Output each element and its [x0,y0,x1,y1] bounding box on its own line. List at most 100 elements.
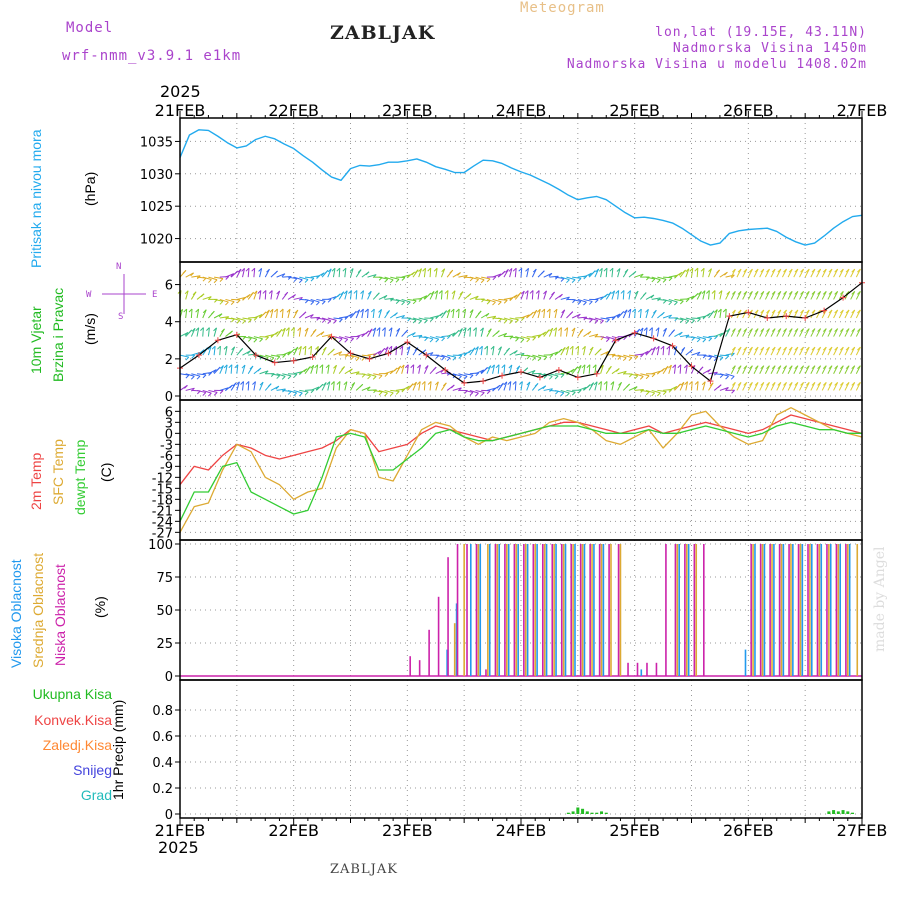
footer-station: ZABLJAK [330,862,398,877]
y-tick-label: 75 [156,571,173,586]
wind-barb [315,364,319,374]
wind-barb [725,352,735,356]
wind-barb [490,345,495,350]
wind-barb [473,327,477,331]
wind-barb [418,364,421,374]
wind-barb [579,328,584,333]
wind-barb [184,290,189,295]
wind-barb [418,268,423,278]
wind-barb [737,291,742,295]
wind-barb [447,335,451,340]
wind-barb [213,346,216,356]
wind-barb [783,346,787,351]
wind-barb [246,294,251,298]
wind-barb [682,269,686,274]
wind-speed-marker [688,363,695,370]
wind-barb [743,382,748,386]
y-tick-label: -3 [160,438,173,453]
wind-barb [462,308,466,313]
wind-barb [367,290,372,295]
wind-speed-marker [366,355,373,362]
wind-barb [668,346,671,356]
wind-barb [424,319,428,324]
wind-barb [611,336,621,340]
wind-barb [771,328,776,332]
wind-barb [805,346,810,351]
y-tick-label: -21 [152,504,173,519]
wind-barb [327,364,330,374]
wind-barb [639,376,644,380]
wind-barb [274,308,278,313]
wind-barb [208,372,213,376]
y-tick-label: 1035 [140,135,173,150]
wind-barb [452,387,462,391]
wind-barb [777,309,782,314]
wind-barb [549,327,554,332]
wind-barb [628,373,638,377]
wind-barb [320,331,325,336]
wind-barb [668,298,678,303]
wind-barb [281,273,286,278]
wind-barb [410,364,415,369]
wind-barb [356,309,361,314]
wind-barb [207,392,212,397]
wind-barb [571,346,574,356]
wind-barb [794,268,799,273]
wind-barb [839,365,844,370]
wind-barb [655,327,660,332]
wind-barb [315,346,319,350]
wind-barb [350,371,360,375]
wind-barb [315,301,320,306]
wind-barb [401,298,411,303]
wind-barb [330,381,335,385]
year-label-top: 2025 [160,82,201,101]
wind-barb [218,313,223,318]
wind-barb [503,333,508,337]
wind-barb [828,365,833,370]
wind-barb [507,381,512,385]
wind-barb [281,327,286,337]
wind-barb [805,328,810,332]
wind-barb [694,267,699,272]
wind-barb [817,382,821,386]
wind-barb [196,375,201,380]
wind-barb [685,364,688,374]
wind-barb [339,318,343,323]
x-date-label-bottom: 23FEB [382,821,433,840]
wind-barb [777,291,782,295]
wind-barb [531,370,536,374]
wind-barb [338,351,343,356]
wind-barb [537,309,541,319]
wind-barb [457,272,461,276]
wind-barb [343,290,348,295]
wind-barb [636,328,640,333]
wind-barb [640,353,644,358]
wind-barb [281,376,286,380]
wind-barb [628,386,638,391]
wind-barb [452,290,456,300]
wind-barb [817,268,821,273]
wind-barb [628,357,633,361]
wind-barb [406,346,411,356]
wind-barb [486,278,491,283]
wind-barb [219,346,221,356]
wind-barb [834,365,839,370]
wind-barbs-group [177,267,861,397]
wind-barb [316,317,326,321]
wind-barb [293,389,303,394]
wind-barb [333,317,343,320]
wind-barb [532,357,536,361]
wind-barb [677,364,682,369]
wind-barb [372,327,377,337]
wind-barb [475,369,484,375]
wind-barb [458,355,463,359]
wind-barb [407,298,417,302]
wind-barb [754,309,759,314]
wind-barb [828,328,833,332]
wind-barb [344,336,354,339]
wind-barb [207,346,212,350]
wind-barb [588,301,593,305]
wind-barb [253,336,263,340]
wind-barb [645,276,655,280]
wind-barb [327,320,332,324]
